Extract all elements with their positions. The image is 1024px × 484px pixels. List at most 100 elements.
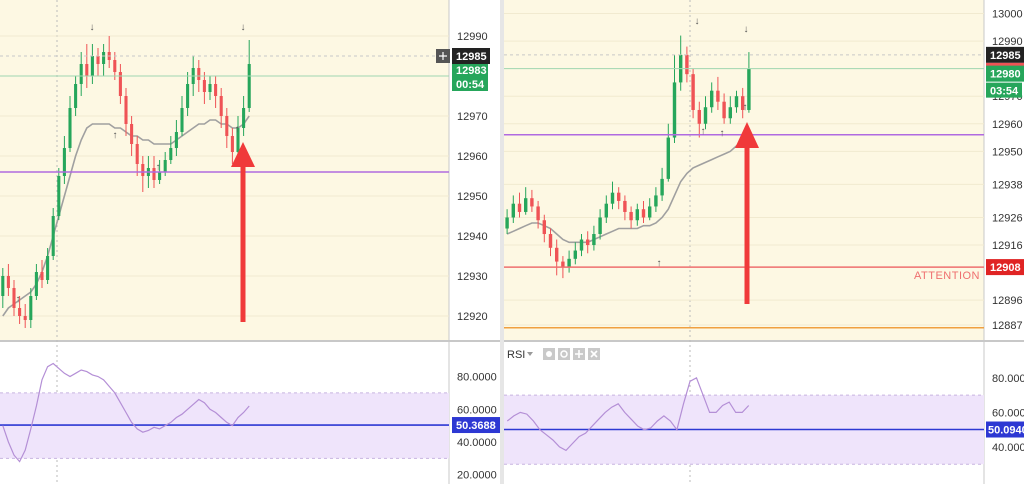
candle-body: [51, 216, 55, 256]
signal-marker: ↓: [695, 16, 700, 27]
price-tick-label: 12896: [992, 295, 1023, 307]
signal-marker: ↓: [90, 22, 95, 33]
rsi-tick-label: 40.0000: [457, 437, 497, 449]
rsi-tick-label: 40.0000: [992, 442, 1024, 454]
candle-body: [523, 198, 528, 212]
signal-marker: ↑: [156, 162, 161, 173]
candle-body: [96, 56, 100, 64]
price-tick-label: 12960: [992, 119, 1023, 131]
price-tag-strip: [986, 62, 1024, 67]
candle-body: [18, 308, 22, 316]
left-price-pane[interactable]: [0, 0, 449, 340]
candle-body: [34, 272, 38, 296]
rsi-dropdown-icon[interactable]: [527, 352, 533, 356]
rsi-level-tag-box: [986, 421, 1024, 438]
candle-body: [225, 116, 229, 136]
price-tick-label: 12920: [457, 311, 488, 323]
chart-divider[interactable]: [500, 0, 504, 484]
rsi-settings-icon[interactable]: [558, 348, 570, 360]
price-tick-label: 13000: [992, 9, 1023, 21]
candle-body: [186, 84, 190, 108]
rsi-tick-label: 60.0000: [992, 407, 1024, 419]
annotation-arrow-head: [735, 122, 759, 148]
candle-body: [517, 203, 522, 212]
candle-body: [579, 239, 584, 251]
candle-body: [610, 192, 615, 204]
signal-marker: ↑: [16, 294, 21, 305]
price-tick-label: 12930: [457, 271, 488, 283]
candle-body: [567, 258, 571, 268]
left-rsi-axis[interactable]: [449, 342, 500, 484]
candle-body: [230, 136, 234, 152]
candle-body: [197, 68, 201, 80]
signal-marker: ↓: [744, 24, 749, 35]
candle-body: [716, 90, 720, 102]
price-tick-label: 12990: [457, 31, 488, 43]
alert-price-tag-box: [986, 259, 1024, 276]
candle-body: [616, 192, 621, 201]
candle-body: [202, 80, 206, 92]
signal-marker: ↑: [701, 126, 706, 137]
rsi-tick-label: 20.0000: [457, 470, 497, 482]
price-tick-label: 12960: [457, 151, 488, 163]
rsi-line: [506, 377, 750, 452]
price-tick-label: 12950: [457, 191, 488, 203]
candle-body: [163, 160, 167, 172]
candle-body: [666, 137, 671, 179]
rsi-level-tag-label: 50.0940: [988, 425, 1024, 437]
candle-body: [74, 84, 78, 108]
candle-body: [654, 195, 658, 207]
countdown-label: 03:54: [990, 86, 1019, 98]
rsi-add-icon-glyph: [575, 350, 583, 358]
candle-body: [180, 108, 184, 132]
candle-body: [174, 132, 178, 148]
price-tag-2-box: [986, 65, 1024, 82]
price-tick-label: 12990: [992, 36, 1023, 48]
candle-body: [740, 96, 745, 110]
candle-body: [208, 84, 212, 92]
candle-body: [747, 68, 751, 110]
candle-body: [57, 176, 61, 216]
candle-body: [1, 276, 5, 296]
moving-average-line: [506, 136, 750, 244]
annotation-arrow-head: [231, 142, 255, 167]
countdown-label: 00:54: [456, 79, 485, 91]
rsi-eye-icon-pupil: [546, 351, 552, 357]
price-tag-label: 12985: [456, 51, 487, 63]
candle-body: [604, 203, 609, 218]
candle-body: [90, 56, 94, 76]
candle-body: [548, 234, 553, 248]
right-price-pane[interactable]: [504, 0, 984, 340]
price-tag-2-label: 12980: [990, 69, 1021, 81]
candle-body: [68, 108, 72, 148]
left-rsi-chart: 80.0000 60.0000 40.0000 20.0000 50.3688: [0, 362, 500, 482]
rsi-close-icon-glyph: [590, 350, 598, 358]
candle-body: [647, 206, 652, 218]
right-price-chart: 1300012990129701296012950129381292612916…: [504, 9, 1024, 332]
candle-body: [685, 54, 689, 75]
signal-marker: ↑: [657, 258, 662, 269]
signal-marker: ↑: [113, 130, 118, 141]
candle-body: [734, 96, 739, 108]
candle-body: [152, 168, 156, 180]
candle-body: [703, 107, 708, 124]
candle-body: [691, 74, 695, 110]
candle-body: [130, 124, 134, 144]
countdown-box: [452, 76, 488, 91]
candle-body: [29, 296, 33, 320]
price-tag-box: [452, 48, 490, 64]
candle-body: [124, 96, 128, 124]
candle-body: [219, 96, 223, 116]
candle-body: [585, 239, 590, 246]
rsi-level-tag-label: 50.3688: [456, 420, 496, 432]
rsi-title[interactable]: RSI: [507, 349, 525, 361]
candle-body: [672, 82, 677, 138]
price-tick-label: 12970: [457, 111, 488, 123]
candle-body: [505, 217, 509, 229]
candle-body: [598, 217, 602, 235]
candle-body: [629, 211, 633, 221]
candle-body: [46, 256, 50, 280]
attention-label: ATTENTION: [914, 270, 980, 282]
price-tick-label: 12916: [992, 240, 1023, 252]
